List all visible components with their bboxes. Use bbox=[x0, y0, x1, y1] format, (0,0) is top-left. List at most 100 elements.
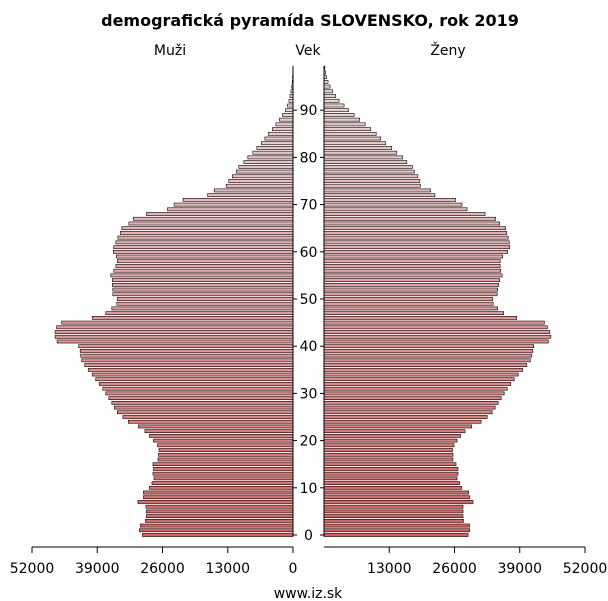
male-bar-age-0 bbox=[142, 533, 294, 537]
female-bar-age-71 bbox=[323, 198, 456, 202]
female-bar-age-53 bbox=[323, 282, 499, 287]
male-bar-age-83 bbox=[261, 141, 294, 146]
female-bar-age-72 bbox=[323, 193, 436, 198]
male-bar-age-73 bbox=[213, 188, 294, 193]
chart-title: demografická pyramída SLOVENSKO, rok 201… bbox=[101, 11, 519, 30]
male-bar-age-70 bbox=[173, 202, 294, 207]
female-bar-age-3 bbox=[323, 518, 464, 523]
male-bar-age-81 bbox=[252, 150, 294, 155]
age-tick-label-60: 60 bbox=[300, 245, 318, 261]
male-bar-age-6 bbox=[145, 504, 294, 509]
male-bar-age-7 bbox=[137, 500, 294, 504]
female-bar-age-32 bbox=[323, 382, 512, 386]
x-tick-label-8: 52000 bbox=[563, 561, 608, 577]
age-tick-label-80: 80 bbox=[300, 150, 318, 166]
female-bar-age-67 bbox=[323, 216, 496, 221]
female-bar-age-55 bbox=[323, 273, 503, 278]
female-bar-age-19 bbox=[323, 443, 455, 448]
male-bar-age-17 bbox=[158, 452, 294, 457]
male-bar-age-80 bbox=[247, 155, 294, 160]
male-bar-age-12 bbox=[153, 476, 294, 481]
age-tick-label-90: 90 bbox=[300, 103, 318, 119]
male-bar-age-29 bbox=[108, 396, 294, 400]
female-bar-age-10 bbox=[323, 485, 462, 490]
female-bar-age-9 bbox=[323, 490, 469, 495]
female-bar-age-86 bbox=[323, 127, 371, 131]
female-bar-age-31 bbox=[323, 386, 508, 391]
female-bar-age-27 bbox=[323, 405, 496, 410]
female-bar-age-23 bbox=[323, 424, 472, 429]
male-bar-age-11 bbox=[151, 481, 294, 485]
female-label: Ženy bbox=[430, 41, 465, 59]
age-tick-label-70: 70 bbox=[300, 198, 318, 214]
male-bar-age-92 bbox=[288, 98, 294, 103]
male-bar-age-56 bbox=[113, 268, 294, 273]
age-axis: 0 10 20 30 40 50 60 70 80 90 bbox=[292, 66, 325, 544]
male-bar-age-55 bbox=[110, 273, 294, 278]
female-bar-age-58 bbox=[323, 259, 501, 264]
male-bar-age-74 bbox=[225, 183, 294, 188]
female-bar-age-74 bbox=[323, 183, 421, 188]
x-tick-label-7: 39000 bbox=[497, 561, 542, 577]
female-bar-age-79 bbox=[323, 160, 408, 164]
male-bar-age-88 bbox=[279, 117, 294, 122]
male-bar-age-51 bbox=[112, 292, 294, 297]
male-bar-age-90 bbox=[285, 108, 294, 113]
female-bar-age-34 bbox=[323, 372, 519, 377]
x-tick-label-3: 13000 bbox=[205, 561, 250, 577]
male-bar-age-34 bbox=[91, 372, 294, 377]
male-bar-age-87 bbox=[275, 122, 294, 127]
male-bar-age-28 bbox=[111, 400, 294, 405]
female-bar-age-46 bbox=[323, 316, 518, 320]
male-bar-age-50 bbox=[117, 297, 294, 301]
male-bar-age-38 bbox=[80, 353, 294, 358]
male-bar-age-5 bbox=[146, 509, 294, 514]
female-bar-age-65 bbox=[323, 226, 506, 231]
female-bar-age-66 bbox=[323, 221, 500, 226]
age-label: Vek bbox=[295, 43, 321, 59]
male-bar-age-41 bbox=[56, 339, 294, 344]
male-bar-age-48 bbox=[111, 306, 294, 311]
x-tick-label-1: 39000 bbox=[75, 561, 120, 577]
female-bar-age-95 bbox=[323, 84, 331, 89]
female-bar-age-38 bbox=[323, 353, 533, 358]
female-bar-age-8 bbox=[323, 495, 470, 500]
female-bars bbox=[323, 65, 552, 537]
female-bar-age-61 bbox=[323, 245, 511, 249]
female-bar-age-16 bbox=[323, 457, 454, 462]
age-tick-label-20: 20 bbox=[300, 434, 318, 450]
female-bar-age-45 bbox=[323, 320, 545, 325]
male-bar-age-3 bbox=[145, 518, 294, 523]
female-bar-age-21 bbox=[323, 434, 461, 438]
male-bar-age-72 bbox=[207, 193, 294, 198]
female-bar-age-30 bbox=[323, 391, 505, 396]
male-bar-age-53 bbox=[112, 282, 294, 287]
male-bar-age-37 bbox=[81, 358, 294, 363]
age-tick-label-0: 0 bbox=[304, 528, 313, 544]
female-bar-age-1 bbox=[323, 528, 470, 533]
male-bars bbox=[54, 65, 294, 537]
female-bar-age-35 bbox=[323, 367, 524, 372]
male-bar-age-58 bbox=[117, 259, 294, 264]
male-bar-age-20 bbox=[153, 438, 294, 443]
female-bar-age-85 bbox=[323, 131, 377, 136]
male-bar-age-89 bbox=[282, 113, 294, 117]
male-bar-age-64 bbox=[120, 231, 294, 235]
female-bar-age-70 bbox=[323, 202, 463, 207]
female-bar-age-17 bbox=[323, 452, 454, 457]
female-bar-age-24 bbox=[323, 419, 482, 424]
male-bar-age-42 bbox=[54, 334, 294, 339]
male-bar-age-15 bbox=[152, 462, 294, 467]
female-bar-age-51 bbox=[323, 292, 498, 297]
male-bar-age-86 bbox=[272, 127, 294, 131]
male-bar-age-44 bbox=[56, 325, 294, 330]
male-bar-age-63 bbox=[117, 235, 294, 240]
female-bar-age-92 bbox=[323, 98, 340, 103]
x-tick-label-4: 0 bbox=[289, 561, 298, 577]
female-bar-age-57 bbox=[323, 264, 501, 268]
female-bar-age-48 bbox=[323, 306, 498, 311]
male-bar-age-19 bbox=[157, 443, 294, 448]
female-bar-age-82 bbox=[323, 146, 393, 150]
female-bar-age-75 bbox=[323, 179, 421, 183]
